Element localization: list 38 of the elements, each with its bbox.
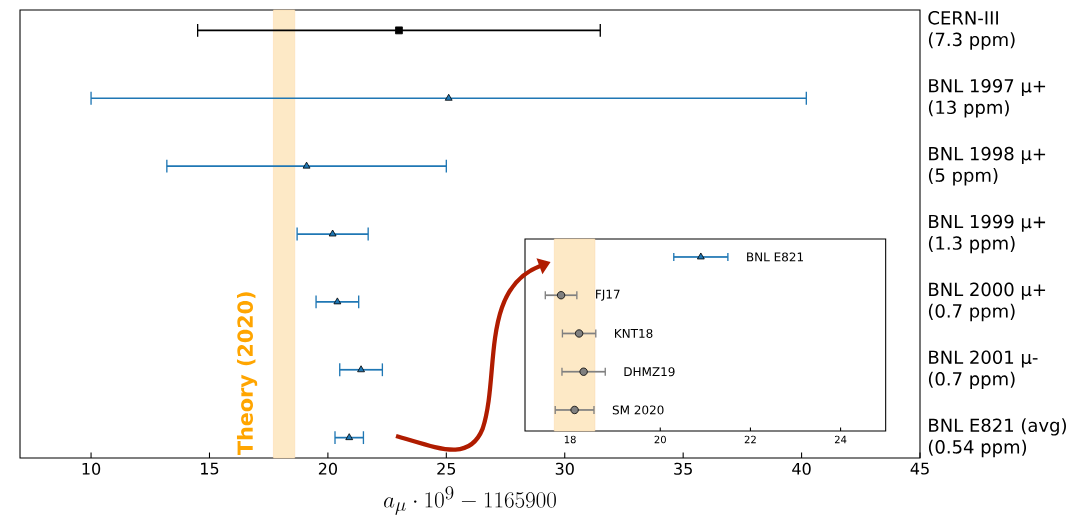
- x-tick-label: 40: [792, 462, 811, 475]
- point: [579, 367, 588, 376]
- x-tick-label: 35: [674, 462, 692, 475]
- x-axis-title: $a_\mu \cdot 10^9 - 1165900$: [384, 486, 556, 515]
- point: [570, 405, 579, 415]
- y-tick-label: BNL 2001 μ- (0.7 ppm): [928, 350, 1038, 390]
- x-tick-label: 10: [82, 462, 101, 475]
- x-tick-label: 15: [201, 462, 219, 475]
- point: [333, 297, 342, 305]
- x-tick-label: 45: [910, 462, 929, 475]
- y-tick-label: BNL 1998 μ+ (5 ppm): [928, 146, 1046, 186]
- x-tick-label: 18: [564, 435, 576, 444]
- y-tick-label: BNL E821 (avg) (0.54 ppm): [928, 418, 1066, 458]
- category-label: DHMZ19: [624, 367, 675, 377]
- category-label: KNT18: [615, 328, 653, 339]
- point: [444, 93, 453, 101]
- x-tick-label: 20: [318, 462, 338, 475]
- category-label: BNL E821: [747, 252, 803, 262]
- point: [696, 252, 705, 260]
- x-tick-label: 30: [555, 462, 574, 475]
- category-label: SM 2020: [612, 405, 664, 415]
- y-tick-label: BNL 2000 μ+ (0.7 ppm): [928, 282, 1046, 322]
- y-tick-label: CERN-III (7.3 ppm): [928, 11, 1015, 50]
- point: [357, 365, 365, 373]
- y-tick-label: BNL 1997 μ+ (13 ppm): [928, 78, 1046, 118]
- band-label: Theory (2020): [236, 292, 258, 455]
- point: [345, 433, 354, 441]
- point: [556, 291, 566, 300]
- point: [302, 161, 311, 169]
- x-tick-label: 25: [437, 462, 456, 475]
- point: [574, 329, 584, 338]
- y-tick-label: BNL 1999 μ+ (1.3 ppm): [928, 214, 1046, 254]
- category-label: FJ17: [596, 289, 620, 301]
- point: [395, 26, 403, 35]
- x-tick-label: 24: [834, 435, 847, 444]
- x-tick-label: 22: [744, 435, 756, 444]
- x-tick-label: 20: [654, 435, 666, 444]
- point: [328, 229, 337, 237]
